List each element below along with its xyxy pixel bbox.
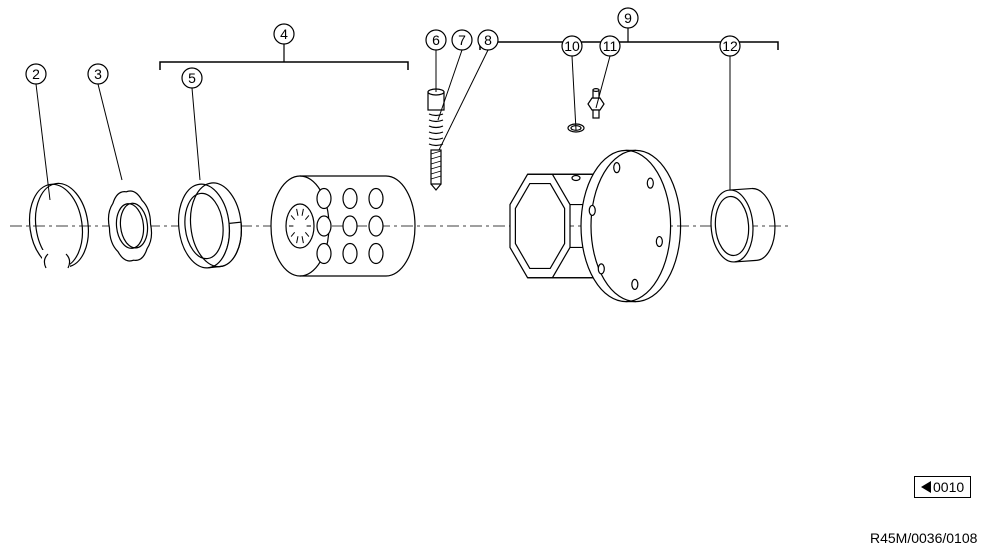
drawing-svg: 2 3 4 5 6 7 8 9 10 11 12 [0, 0, 1000, 560]
svg-text:9: 9 [624, 10, 632, 26]
svg-text:7: 7 [458, 32, 466, 48]
footer-code: R45M/0036/0108 [870, 530, 977, 546]
svg-text:12: 12 [722, 38, 738, 54]
reference-label: 0010 [933, 479, 964, 495]
svg-text:2: 2 [32, 66, 40, 82]
svg-text:11: 11 [603, 38, 618, 54]
svg-text:3: 3 [94, 66, 102, 82]
svg-text:8: 8 [484, 32, 492, 48]
diagram-canvas: 2 3 4 5 6 7 8 9 10 11 12 0010 R45M/0036/0108 [0, 0, 1000, 560]
svg-text:10: 10 [564, 38, 580, 54]
svg-text:6: 6 [432, 32, 440, 48]
svg-text:5: 5 [188, 70, 196, 86]
svg-text:4: 4 [280, 26, 288, 42]
reference-box: 0010 [914, 476, 971, 498]
triangle-left-icon [921, 481, 931, 493]
